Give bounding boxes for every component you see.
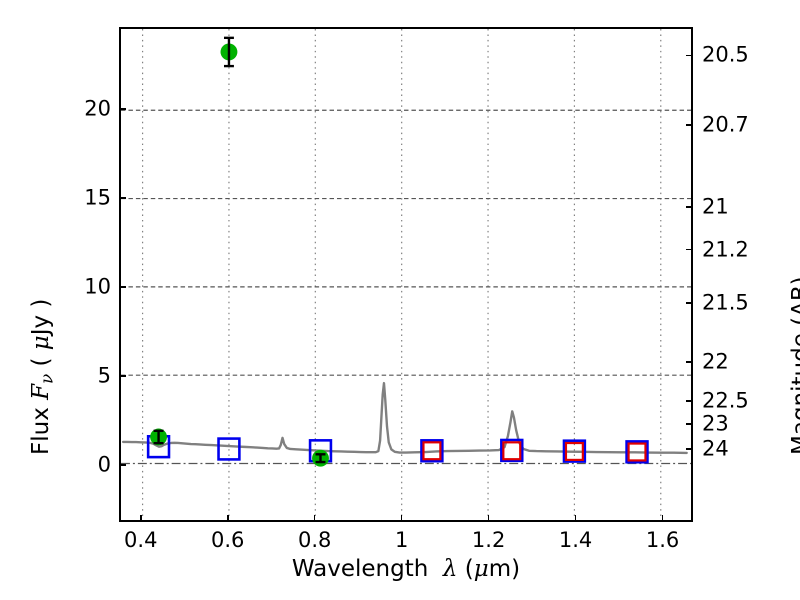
ytick-left-mark-0 <box>119 464 126 466</box>
xtick-mark-0 <box>139 515 142 522</box>
y-axis-title-right: Magnitude (AB) <box>788 276 800 455</box>
ytick-right-label-0: 20.5 <box>702 42 749 67</box>
data-layer <box>121 36 688 467</box>
xtick-label-1: 0.6 <box>211 528 245 552</box>
model-photometry-marker-1 <box>217 437 241 461</box>
ytick-right-label-3: 21.2 <box>702 237 749 262</box>
ytick-right-mark-2 <box>686 206 693 208</box>
ytick-left-label-3: 15 <box>84 185 111 210</box>
xtick-label-2: 0.8 <box>297 528 332 552</box>
xtick-mark-3 <box>400 515 403 522</box>
ytick-right-mark-4 <box>686 302 693 304</box>
xtick-label-4: 1.2 <box>471 528 506 552</box>
x-axis-title: Wavelength λ (μm) <box>291 556 521 582</box>
gridlines <box>121 29 691 520</box>
ytick-left-mark-3 <box>119 197 126 199</box>
ytick-left-label-0: 0 <box>97 452 111 477</box>
ytick-right-label-4: 21.5 <box>702 290 749 315</box>
ytick-right-label-1: 20.7 <box>702 112 749 137</box>
ytick-left-label-4: 20 <box>84 96 111 121</box>
observed-nir-marker-1 <box>502 441 522 461</box>
ytick-right-mark-3 <box>686 248 693 251</box>
ytick-right-mark-1 <box>686 124 693 126</box>
xtick-label-3: 1 <box>394 528 409 552</box>
model-photometry-marker-5 <box>562 439 587 463</box>
observed-nir-marker-2 <box>564 441 584 461</box>
ytick-left-label-2: 10 <box>84 274 111 299</box>
ytick-right-label-6: 22.5 <box>702 388 749 413</box>
ytick-left-mark-2 <box>119 286 126 288</box>
plot-area <box>119 27 693 522</box>
xtick-mark-2 <box>313 515 316 522</box>
model-photometry-marker-6 <box>625 440 649 464</box>
ytick-right-label-5: 22 <box>702 349 729 374</box>
spectrum-line <box>121 381 688 455</box>
xtick-mark-1 <box>226 515 229 522</box>
xtick-mark-6 <box>661 515 664 522</box>
ytick-right-mark-7 <box>686 423 693 425</box>
model-photometry-marker-3 <box>420 439 444 463</box>
ytick-left-mark-4 <box>119 108 126 110</box>
ytick-left-mark-1 <box>119 375 126 377</box>
ytick-right-label-8: 24 <box>702 436 729 461</box>
ytick-right-mark-8 <box>686 448 693 450</box>
y-axis-title-left: Flux Fν ( μJy ) <box>28 298 57 455</box>
ytick-left-label-1: 5 <box>97 363 111 388</box>
ytick-right-mark-5 <box>686 360 693 363</box>
xtick-mark-4 <box>487 515 490 522</box>
ytick-right-mark-0 <box>686 54 693 57</box>
ytick-right-label-7: 23 <box>702 411 729 436</box>
model-photometry-marker-4 <box>500 438 524 463</box>
xtick-label-5: 1.4 <box>558 528 593 552</box>
xtick-label-6: 1.6 <box>645 528 680 552</box>
ytick-right-label-2: 21 <box>702 194 729 219</box>
observed-nir-marker-0 <box>422 441 442 461</box>
observed-nir-marker-3 <box>627 442 647 462</box>
xtick-mark-5 <box>574 515 577 522</box>
ytick-right-mark-6 <box>686 400 693 402</box>
xtick-label-0: 0.4 <box>124 528 158 552</box>
